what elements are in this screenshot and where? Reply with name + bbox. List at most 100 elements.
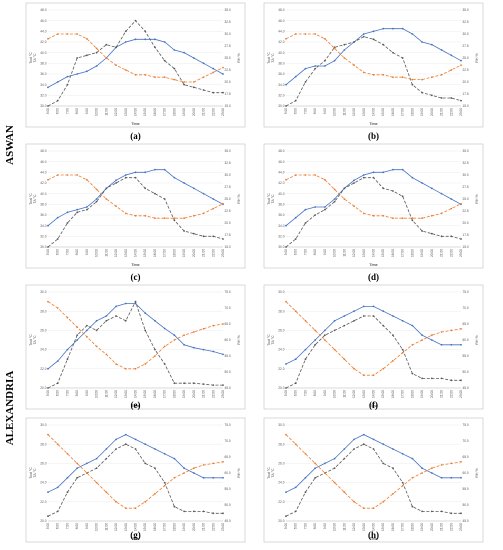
series-point-ta [66, 222, 69, 224]
series-point-rh [85, 335, 88, 338]
y2-tick-label: 60.0 [225, 338, 231, 342]
series-point-ta [163, 59, 166, 62]
x-tick-label: 16:00 [391, 108, 395, 116]
x-tick-label: 23:00 [221, 523, 225, 531]
series-point-ta [353, 319, 355, 322]
y2-tick-label: 15.0 [225, 245, 231, 249]
y2-tick-label: 17.5 [463, 92, 469, 96]
x-tick-label: 17:00 [401, 108, 405, 116]
series-point-ta [47, 515, 49, 518]
series-point-ta [353, 182, 355, 184]
series-point-rh [421, 472, 424, 474]
series-point-ta [294, 99, 297, 102]
series-point-ta [154, 192, 156, 195]
series-point-rh [144, 214, 147, 217]
x-tick-label: 18:00 [410, 108, 414, 116]
y-tick-label: 30.0 [278, 290, 284, 294]
x-tick-label: 6:00 [56, 390, 60, 396]
y2-tick-label: 25.0 [463, 56, 469, 60]
series-point-tout [343, 315, 346, 317]
series-point-ta [154, 348, 156, 351]
y-tick-label: 44.0 [40, 170, 46, 174]
x-tick-label: 18:00 [172, 390, 176, 398]
y-tick-label: 42.0 [40, 40, 46, 44]
y-axis-label-right: RH % [237, 194, 241, 204]
x-tick-label: 18:00 [410, 390, 414, 398]
y-axis-label: Tout °C [29, 193, 33, 205]
series-point-rh [222, 66, 224, 69]
x-tick-label: 22:00 [449, 108, 453, 116]
series-point-tout [460, 59, 462, 62]
x-tick-label: 15:00 [381, 523, 385, 531]
x-tick-label: 21:00 [202, 523, 206, 531]
series-point-rh [105, 198, 108, 200]
x-tick-label: 23:00 [459, 249, 463, 257]
series-point-ta [144, 187, 147, 190]
x-tick-label: 15:00 [143, 249, 147, 257]
y-tick-label: 30.0 [278, 423, 284, 427]
y2-tick-label: 27.5 [225, 185, 231, 189]
series-point-ta [202, 383, 205, 386]
x-tick-label: 23:00 [459, 523, 463, 531]
series-point-rh [173, 339, 176, 341]
series-point-rh [372, 507, 375, 510]
chart-panel-f: 20.0 22.0 24.0 26.0 28.0 30.0 45.0 50.0 55.0 60.0… [263, 284, 484, 410]
series-point-ta [76, 334, 79, 337]
series-point-tout [362, 33, 365, 35]
series-point-ta [124, 319, 127, 322]
y-tick-label: 26.0 [278, 329, 284, 333]
series-point-ta [115, 448, 117, 450]
series-point-tout [323, 206, 326, 208]
y2-tick-label: 27.5 [463, 44, 469, 48]
y2-tick-label: 20.0 [225, 80, 231, 84]
series-point-ta [105, 457, 108, 460]
series-point-rh [154, 355, 156, 357]
x-tick-label: 18:00 [172, 249, 176, 257]
series-point-ta [47, 246, 49, 248]
x-tick-label: 6:00 [294, 523, 298, 529]
y2-tick-label: 27.5 [463, 185, 469, 189]
series-point-rh [294, 310, 297, 313]
series-point-ta [56, 382, 59, 385]
series-point-tout [154, 319, 156, 322]
series-point-rh [95, 188, 98, 191]
series-point-ta [105, 319, 108, 322]
y-axis-label-right: RH % [475, 335, 479, 345]
series-point-rh [343, 57, 346, 59]
series-point-tout [66, 211, 69, 214]
y-axis-label: Tout °C [29, 52, 33, 64]
series-point-tout [76, 208, 79, 211]
panel-label: (c) [131, 272, 141, 282]
y2-tick-label: 75.0 [225, 290, 231, 294]
series-point-rh [212, 462, 215, 465]
series-point-tout [421, 334, 424, 337]
series-point-ta [421, 230, 424, 232]
series-point-ta [47, 105, 49, 107]
x-tick-label: 15:00 [381, 108, 385, 116]
series-point-tout [47, 367, 49, 370]
y-tick-label: 24.0 [278, 348, 284, 352]
series-point-ta [183, 382, 186, 385]
y2-tick-label: 45.0 [463, 386, 469, 390]
x-tick-label: 22:00 [211, 108, 215, 116]
series-point-tout [212, 198, 215, 200]
series-point-rh [183, 81, 186, 83]
x-tick-label: 8:00 [313, 108, 317, 114]
series-point-ta [115, 182, 117, 184]
y2-tick-label: 15.0 [225, 104, 231, 108]
x-tick-label: 19:00 [182, 249, 186, 257]
y-tick-label: 26.0 [40, 462, 46, 466]
x-tick-label: 15:00 [381, 249, 385, 257]
series-point-rh [372, 374, 375, 377]
series-point-tout [382, 443, 385, 446]
series-point-rh [294, 33, 297, 35]
series-point-tout [202, 476, 205, 479]
series-point-ta [95, 200, 98, 203]
series-point-rh [95, 47, 98, 50]
series-point-tout [294, 486, 297, 489]
x-tick-label: 9:00 [85, 390, 89, 396]
y-tick-label: 36.0 [40, 72, 46, 76]
series-point-rh [154, 217, 156, 220]
y2-tick-label: 25.0 [225, 197, 231, 201]
series-point-tout [450, 54, 453, 57]
